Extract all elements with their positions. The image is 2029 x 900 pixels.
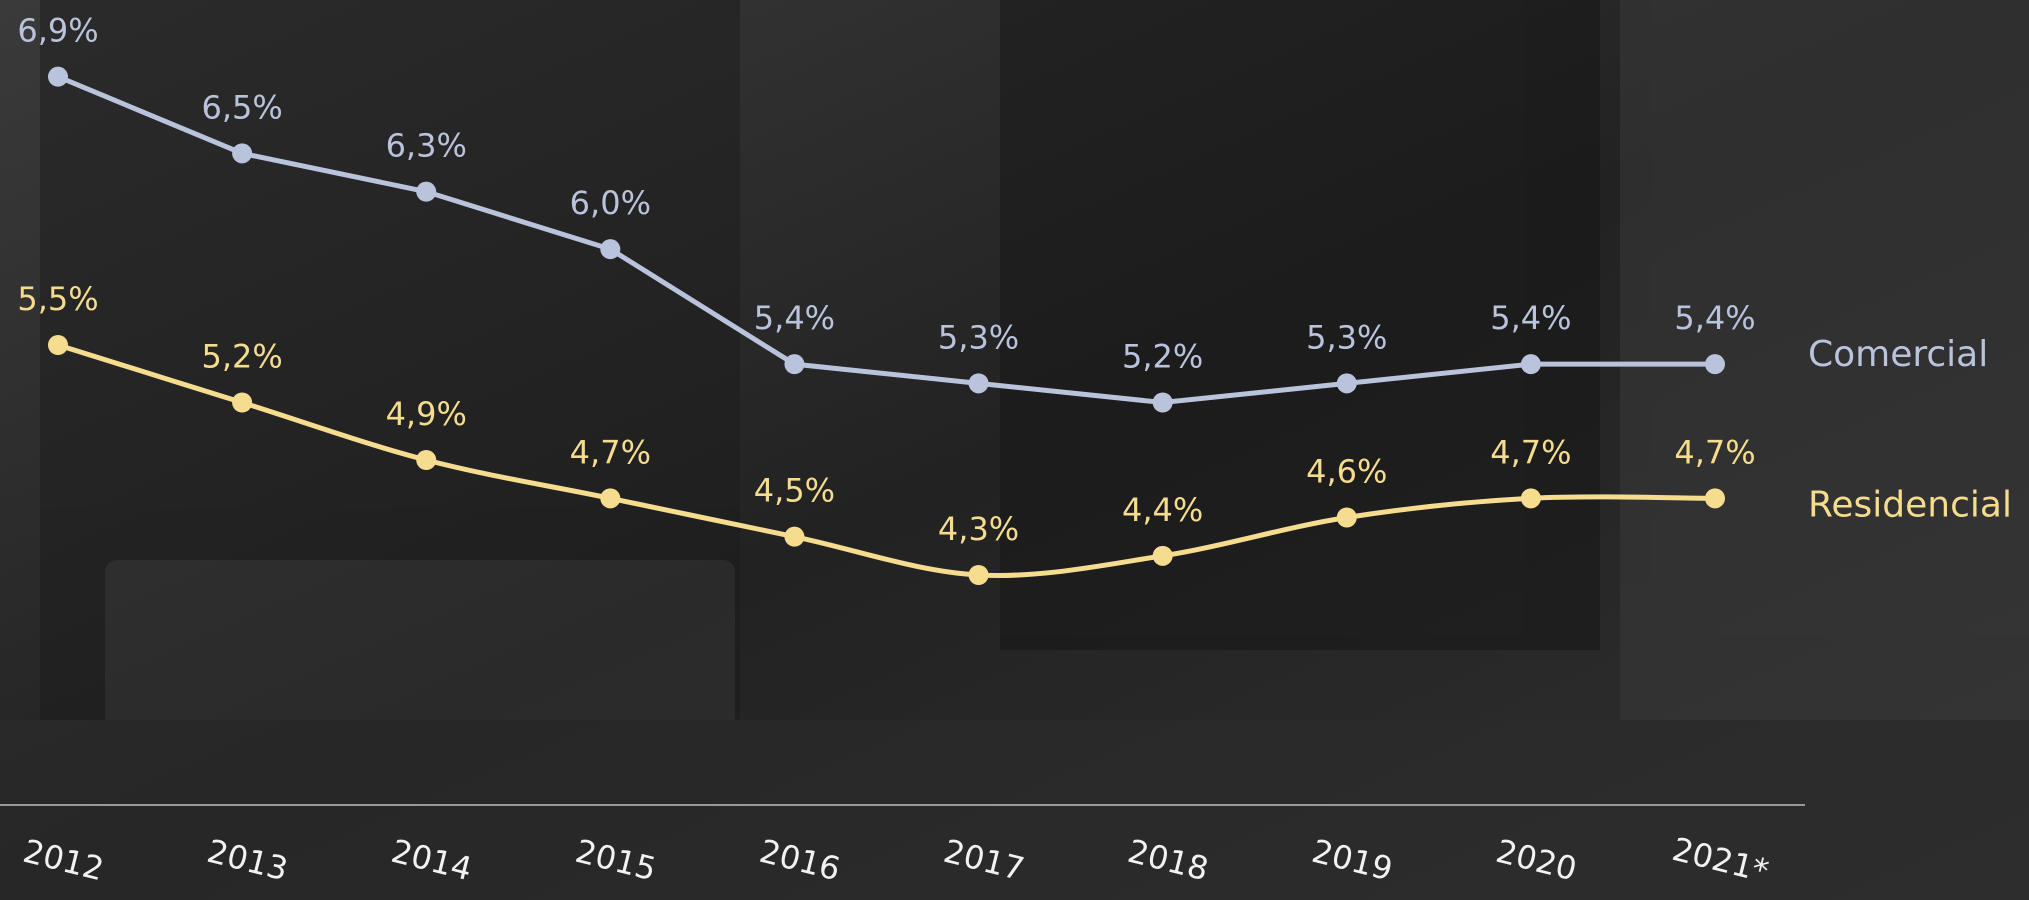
data-point [600,239,621,260]
data-label: 5,3% [1306,318,1387,356]
data-point [600,488,621,509]
data-point [1520,354,1541,375]
data-point [784,526,805,547]
legend-label: Comercial [1808,334,1988,375]
data-point [1705,488,1725,509]
data-point [232,143,253,164]
data-point [416,181,437,202]
data-label: 6,5% [201,88,282,126]
data-label: 4,4% [1122,491,1203,529]
series-line [57,342,1716,578]
data-point [48,335,68,355]
data-label: 5,4% [754,299,835,337]
data-label: 4,7% [570,433,651,471]
data-point [968,565,989,585]
data-label: 4,6% [1306,453,1387,491]
data-point [968,373,989,394]
data-label: 6,3% [386,127,467,165]
data-label: 4,9% [386,395,467,433]
data-point [416,450,437,470]
data-label: 5,2% [201,338,282,376]
data-point [1152,392,1173,413]
legend-label: Residencial [1808,484,2012,525]
data-label: 5,3% [938,318,1019,356]
data-label: 4,7% [1674,433,1755,471]
data-point [1520,488,1541,509]
data-label: 5,2% [1122,338,1203,376]
data-point [232,392,253,413]
ground [0,720,2029,900]
doorway [1000,0,1600,650]
data-label: 6,0% [570,184,651,222]
data-label: 4,3% [938,510,1019,548]
data-point [784,354,805,375]
data-point [48,66,68,87]
data-label: 5,4% [1674,299,1755,337]
data-point [1336,373,1357,394]
data-point [1705,354,1725,375]
data-point [1152,545,1173,566]
series-line [57,74,1715,406]
data-label: 4,5% [754,472,835,510]
data-label: 5,5% [17,280,98,318]
data-point [1336,507,1357,528]
data-label: 4,7% [1490,433,1571,471]
data-label: 5,4% [1490,299,1571,337]
data-label: 6,9% [17,12,98,50]
